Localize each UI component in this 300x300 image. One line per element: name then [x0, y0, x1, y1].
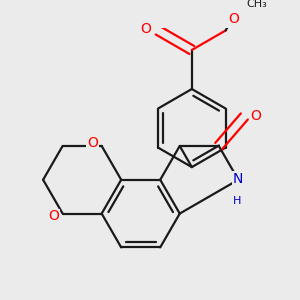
- Text: O: O: [87, 136, 98, 150]
- Text: H: H: [233, 196, 242, 206]
- Text: O: O: [250, 110, 261, 123]
- Text: O: O: [48, 209, 59, 224]
- Text: O: O: [228, 12, 239, 26]
- Text: CH₃: CH₃: [246, 0, 267, 10]
- Text: N: N: [233, 172, 244, 186]
- Text: O: O: [141, 22, 152, 36]
